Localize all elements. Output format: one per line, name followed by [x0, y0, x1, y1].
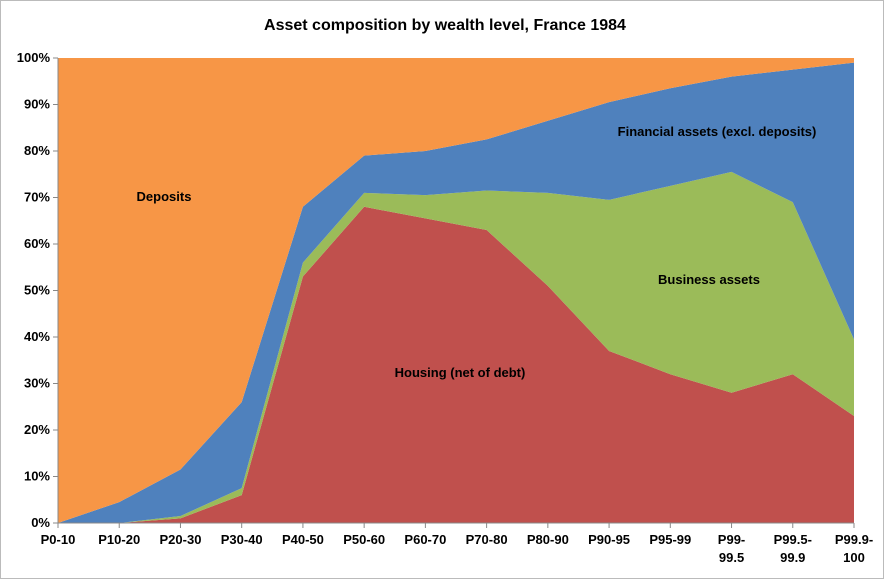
- series-label: Financial assets (excl. deposits): [618, 124, 817, 139]
- x-tick-label: P10-20: [98, 532, 140, 547]
- series-label: Deposits: [137, 189, 192, 204]
- x-tick-label: P95-99: [649, 532, 691, 547]
- y-tick-label: 90%: [24, 97, 50, 112]
- x-tick-label-line: P99.5-: [774, 532, 812, 547]
- series-label: Housing (net of debt): [395, 365, 526, 380]
- x-tick-label: P99.5- 99.9: [774, 532, 812, 565]
- x-tick-label-line: 99.9: [780, 550, 805, 565]
- y-tick-label: 20%: [24, 422, 50, 437]
- x-tick-label: P50-60: [343, 532, 385, 547]
- x-tick-label-line: 100: [843, 550, 865, 565]
- area: [58, 206, 854, 524]
- y-tick-label: 0%: [31, 515, 50, 530]
- chart-title: Asset composition by wealth level, Franc…: [264, 17, 626, 34]
- area: [58, 62, 854, 524]
- y-tick-label: 80%: [24, 143, 50, 158]
- y-tick-label: 70%: [24, 190, 50, 205]
- y-tick-label: 60%: [24, 236, 50, 251]
- y-tick-label: 10%: [24, 469, 50, 484]
- y-tick-label: 100%: [17, 50, 51, 65]
- y-tick-label: 30%: [24, 376, 50, 391]
- x-tick-label: P99.9- 100: [835, 532, 873, 565]
- y-tick-label: 50%: [24, 283, 50, 298]
- series-label: Business assets: [658, 272, 760, 287]
- x-tick-label: P80-90: [527, 532, 569, 547]
- x-tick-label: P70-80: [466, 532, 508, 547]
- x-tick-label: P40-50: [282, 532, 324, 547]
- area: [58, 171, 854, 524]
- x-tick-label: P30-40: [221, 532, 263, 547]
- x-tick-label: P90-95: [588, 532, 630, 547]
- y-tick-label: 40%: [24, 329, 50, 344]
- x-tick-label-line: P99.9-: [835, 532, 873, 547]
- x-tick-label: P60-70: [404, 532, 446, 547]
- x-tick-label: P20-30: [160, 532, 202, 547]
- x-tick-label-line: P99-: [718, 532, 745, 547]
- area: [58, 58, 854, 523]
- x-tick-label: P99- 99.5: [718, 532, 745, 565]
- x-tick-label-line: 99.5: [719, 550, 744, 565]
- x-tick-label: P0-10: [41, 532, 76, 547]
